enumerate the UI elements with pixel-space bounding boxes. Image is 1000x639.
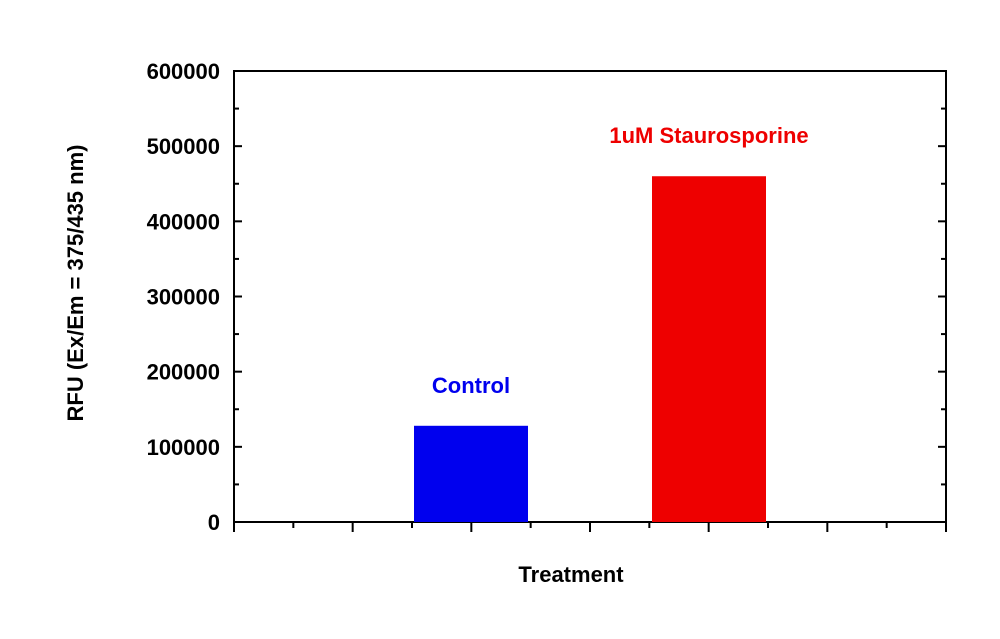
bar-control — [414, 425, 528, 522]
y-tick-label: 200000 — [147, 360, 220, 385]
bar-staurosporine — [652, 176, 766, 522]
y-tick-label: 100000 — [147, 435, 220, 460]
x-axis-title: Treatment — [518, 562, 624, 587]
y-tick-label: 500000 — [147, 134, 220, 159]
plot-area — [233, 70, 947, 523]
plot-frame — [233, 70, 947, 523]
bar-labels-group: Control 1uM Staurosporine — [432, 123, 809, 398]
y-tick-label: 300000 — [147, 285, 220, 310]
bar-label-control: Control — [432, 373, 510, 398]
y-axis-ticks: 0 100000 200000 300000 400000 500000 600000 — [147, 59, 946, 535]
bars-group — [414, 176, 766, 522]
y-axis-title: RFU (Ex/Em = 375/435 nm) — [63, 145, 88, 422]
x-axis-ticks — [233, 522, 947, 532]
y-tick-label: 0 — [208, 510, 220, 535]
y-tick-label: 400000 — [147, 209, 220, 234]
y-tick-label: 600000 — [147, 59, 220, 84]
bar-label-staurosporine: 1uM Staurosporine — [609, 123, 808, 148]
